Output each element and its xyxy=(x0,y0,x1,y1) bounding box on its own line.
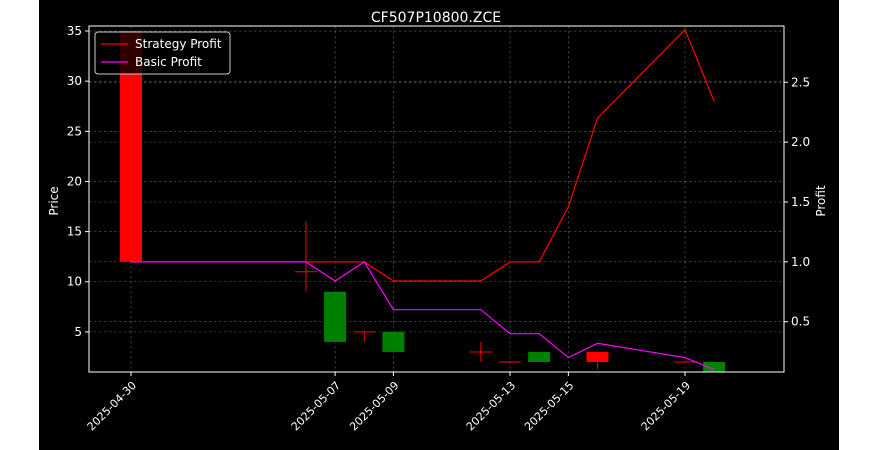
legend-box xyxy=(94,31,231,75)
chart-figure: CF507P10800.ZCE 5 10 15 20 25 30 35 0.5 1.0 1.5 2… xyxy=(39,0,839,450)
y-tick-label-right: 0.5 xyxy=(791,315,810,329)
x-tick-label: 2025-05-19 xyxy=(639,379,693,433)
y-tick-label-right: 1.0 xyxy=(791,255,810,269)
candle-body xyxy=(120,31,142,262)
legend: Strategy Profit Basic Profit xyxy=(94,31,231,75)
x-tick-label: 2025-04-30 xyxy=(85,379,139,433)
y-tick-label-left: 10 xyxy=(67,275,82,289)
axes-frame xyxy=(88,25,785,373)
y-tick-label-left: 5 xyxy=(74,325,82,339)
y-tick-label-right: 1.5 xyxy=(791,195,810,209)
x-tick-label: 2025-05-07 xyxy=(289,379,343,433)
y-tick-label-left: 35 xyxy=(67,24,82,38)
y-tick-label-left: 15 xyxy=(67,225,82,239)
x-tick-label: 2025-05-13 xyxy=(464,379,518,433)
strategy-profit-line xyxy=(131,28,715,282)
left-price-axis: 5 10 15 20 25 30 35 xyxy=(67,24,89,339)
basic-profit-line xyxy=(131,261,715,371)
right-profit-axis: 0.5 1.0 1.5 2.0 2.5 xyxy=(784,75,810,329)
grid-layer xyxy=(89,26,784,372)
legend-basic-label: Basic Profit xyxy=(135,55,202,69)
y-tick-label-left: 30 xyxy=(67,74,82,88)
chart-title: CF507P10800.ZCE xyxy=(371,10,501,26)
candle-body xyxy=(382,331,405,352)
profit-lines-layer xyxy=(131,28,715,371)
candle-body xyxy=(703,361,726,372)
left-axis-label: Price xyxy=(47,186,61,215)
right-axis-label: Profit xyxy=(814,185,828,217)
candle-body xyxy=(324,291,347,342)
candle-body xyxy=(586,351,609,362)
y-tick-label-right: 2.5 xyxy=(791,75,810,89)
y-tick-label-right: 2.0 xyxy=(791,135,810,149)
chart-svg: CF507P10800.ZCE 5 10 15 20 25 30 35 0.5 1.0 1.5 2… xyxy=(47,10,828,433)
x-tick-label: 2025-05-15 xyxy=(522,379,576,433)
candle-body xyxy=(528,351,551,362)
y-tick-label-left: 25 xyxy=(67,124,82,138)
legend-strategy-label: Strategy Profit xyxy=(135,37,222,51)
candles-layer xyxy=(120,31,726,372)
date-axis: 2025-04-30 2025-05-07 2025-05-09 2025-05-13… xyxy=(85,372,693,433)
x-tick-label: 2025-05-09 xyxy=(347,379,401,433)
y-tick-label-left: 20 xyxy=(67,174,82,188)
